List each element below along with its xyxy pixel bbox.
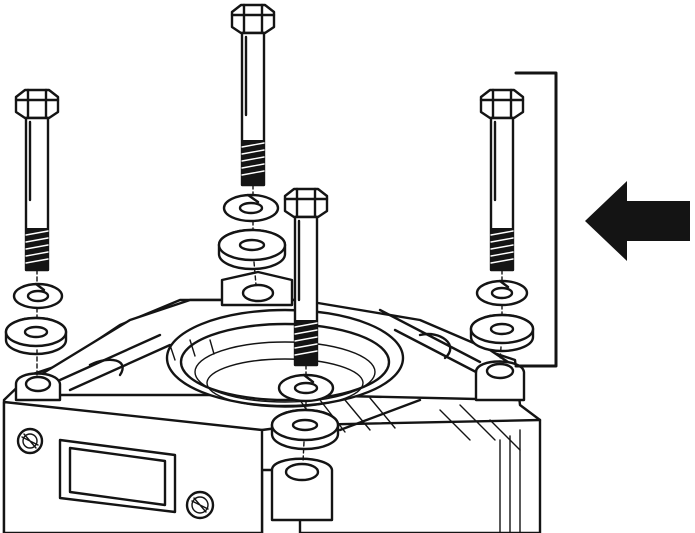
housing (2, 270, 542, 533)
right-centerline (499, 269, 503, 363)
left-flat-washer (4, 316, 68, 356)
center-bolt (283, 187, 329, 367)
arrow-left-icon (585, 181, 690, 261)
right-bolt (479, 88, 525, 272)
left-lock-washer (12, 282, 64, 310)
center-lock-washer (277, 373, 335, 403)
top-center-centerline (252, 184, 257, 286)
top-center-bolt (230, 3, 276, 187)
left-bolt (14, 88, 60, 272)
right-lock-washer (475, 279, 529, 307)
top-center-lock-washer (222, 193, 280, 223)
top-center-flat-washer (217, 228, 287, 271)
bracket-icon (514, 71, 558, 368)
right-flat-washer (469, 313, 535, 353)
center-flat-washer (270, 408, 340, 451)
center-centerline (302, 364, 307, 463)
